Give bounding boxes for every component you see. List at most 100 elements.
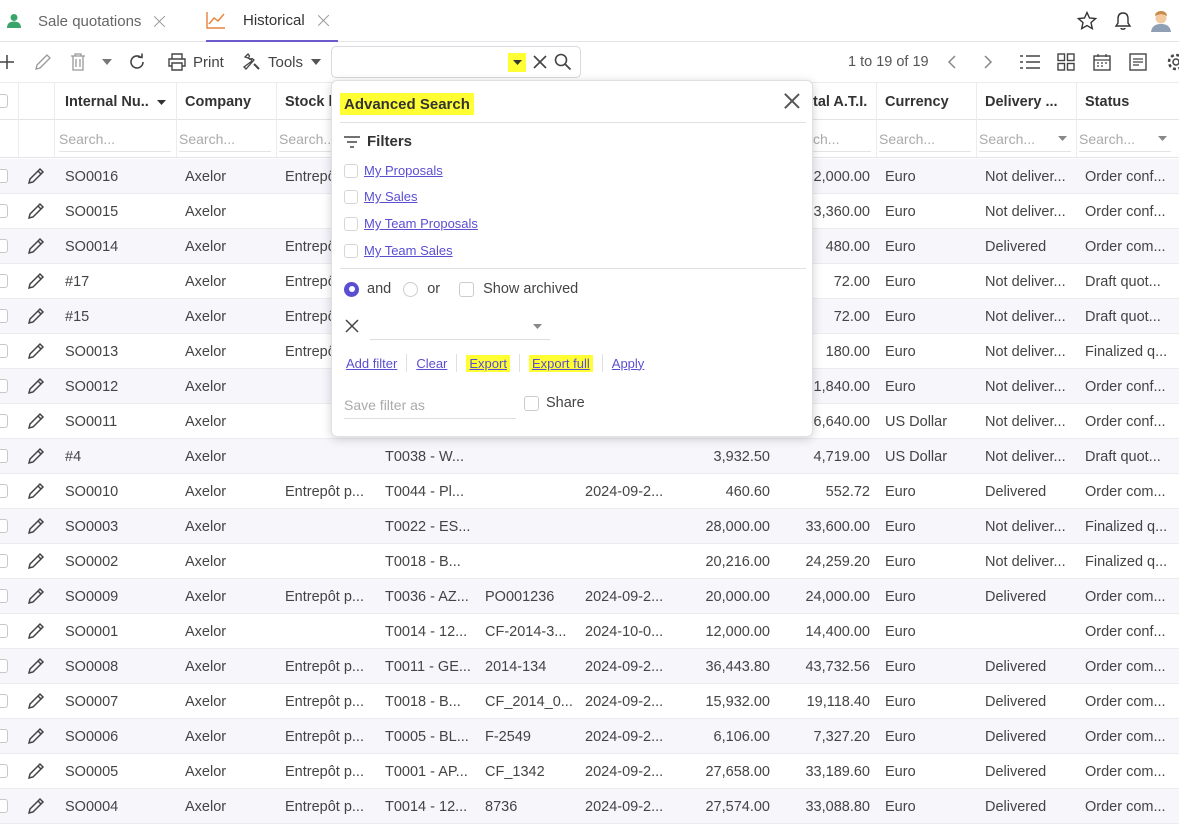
filter-internal-number-input[interactable]: Search...: [59, 126, 171, 152]
edit-pencil-icon[interactable]: [26, 656, 46, 676]
or-radio[interactable]: [403, 281, 419, 297]
checkbox[interactable]: [344, 163, 358, 178]
filter-total-ati-input[interactable]: ch...: [813, 126, 871, 152]
row-checkbox[interactable]: [0, 169, 8, 183]
column-delivery-state[interactable]: Delivery ...: [985, 94, 1058, 110]
search-icon[interactable]: [554, 53, 572, 71]
table-row[interactable]: SO0006 Axelor Entrepôt p... T0005 - BL... F-…: [0, 719, 1179, 754]
edit-button[interactable]: [34, 42, 52, 82]
row-checkbox[interactable]: [0, 659, 8, 673]
table-row[interactable]: #4 Axelor T0038 - W... 3,932.50 4,719.00 US D…: [0, 439, 1179, 474]
table-row[interactable]: SO0013 Axelor Entrepô 180.00 Euro Not deliver…: [0, 334, 1179, 369]
row-checkbox[interactable]: [0, 239, 8, 253]
filter-my-team-proposals[interactable]: My Team Proposals: [344, 216, 478, 231]
edit-pencil-icon[interactable]: [26, 201, 46, 221]
row-checkbox[interactable]: [0, 519, 8, 533]
filter-stock-input[interactable]: Search...: [279, 126, 331, 152]
edit-pencil-icon[interactable]: [26, 516, 46, 536]
add-filter-link[interactable]: Add filter: [346, 355, 398, 371]
add-button[interactable]: [0, 42, 14, 82]
filter-link[interactable]: My Team Proposals: [364, 216, 478, 231]
filter-company-input[interactable]: Search...: [179, 126, 271, 152]
filter-delivery-select[interactable]: Search...: [979, 126, 1071, 152]
table-row[interactable]: SO0011 Axelor 56,640.00 US Dollar Not delive…: [0, 404, 1179, 439]
edit-pencil-icon[interactable]: [26, 726, 46, 746]
row-checkbox[interactable]: [0, 729, 8, 743]
row-checkbox[interactable]: [0, 204, 8, 218]
row-checkbox[interactable]: [0, 764, 8, 778]
row-checkbox[interactable]: [0, 694, 8, 708]
row-checkbox[interactable]: [0, 624, 8, 638]
filter-my-sales[interactable]: My Sales: [344, 189, 417, 204]
table-row[interactable]: SO0007 Axelor Entrepôt p... T0018 - B... CF_…: [0, 684, 1179, 719]
edit-pencil-icon[interactable]: [26, 166, 46, 186]
edit-pencil-icon[interactable]: [26, 306, 46, 326]
edit-pencil-icon[interactable]: [26, 796, 46, 816]
edit-pencil-icon[interactable]: [26, 411, 46, 431]
row-checkbox[interactable]: [0, 414, 8, 428]
column-company[interactable]: Company: [185, 94, 252, 110]
grid-view-icon[interactable]: [1057, 53, 1075, 71]
print-button[interactable]: Print: [167, 42, 224, 82]
table-row[interactable]: SO0010 Axelor Entrepôt p... T0044 - Pl... 20…: [0, 474, 1179, 509]
filter-status-select[interactable]: Search...: [1079, 126, 1171, 152]
close-icon[interactable]: [784, 93, 800, 109]
row-checkbox[interactable]: [0, 379, 8, 393]
column-total-ati[interactable]: tal A.T.I.: [813, 94, 868, 110]
edit-pencil-icon[interactable]: [26, 481, 46, 501]
edit-pencil-icon[interactable]: [26, 586, 46, 606]
tools-button[interactable]: Tools: [242, 42, 322, 82]
row-checkbox[interactable]: [0, 449, 8, 463]
edit-pencil-icon[interactable]: [26, 691, 46, 711]
calendar-icon[interactable]: [1093, 53, 1111, 71]
edit-pencil-icon[interactable]: [26, 271, 46, 291]
export-full-link[interactable]: Export full: [528, 354, 593, 372]
checkbox[interactable]: [344, 216, 358, 231]
row-checkbox[interactable]: [0, 484, 8, 498]
chevron-left-icon[interactable]: [947, 55, 957, 69]
clear-link[interactable]: Clear: [416, 355, 448, 371]
row-checkbox[interactable]: [0, 274, 8, 288]
settings-gear-icon[interactable]: [1166, 52, 1179, 72]
list-view-icon[interactable]: [1020, 54, 1040, 70]
checkbox[interactable]: [344, 189, 358, 204]
delete-options-dropdown[interactable]: [102, 42, 112, 82]
filter-link[interactable]: My Sales: [364, 189, 418, 204]
table-row[interactable]: SO0004 Axelor Entrepôt p... T0014 - 12... 87…: [0, 789, 1179, 824]
show-archived-checkbox[interactable]: [459, 281, 475, 297]
table-row[interactable]: SO0003 Axelor T0022 - ES... 28,000.00 33,600…: [0, 509, 1179, 544]
bell-icon[interactable]: [1114, 11, 1132, 31]
share-checkbox[interactable]: [524, 396, 539, 411]
column-status[interactable]: Status: [1085, 94, 1130, 110]
remove-criterion-icon[interactable]: [345, 319, 359, 333]
row-checkbox[interactable]: [0, 554, 8, 568]
row-checkbox[interactable]: [0, 799, 8, 813]
tab-historical[interactable]: Historical: [206, 0, 338, 42]
delete-button[interactable]: [70, 42, 86, 82]
edit-pencil-icon[interactable]: [26, 761, 46, 781]
table-row[interactable]: SO0001 Axelor T0014 - 12... CF-2014-3... 202…: [0, 614, 1179, 649]
star-icon[interactable]: [1077, 11, 1097, 31]
export-link[interactable]: Export: [466, 354, 510, 372]
filter-link[interactable]: My Team Sales: [364, 243, 453, 258]
row-checkbox[interactable]: [0, 589, 8, 603]
close-icon[interactable]: [153, 15, 166, 28]
form-view-icon[interactable]: [1129, 53, 1147, 71]
row-checkbox[interactable]: [0, 344, 8, 358]
clear-search-icon[interactable]: [533, 55, 547, 69]
and-radio[interactable]: [344, 281, 359, 297]
chevron-right-icon[interactable]: [983, 55, 993, 69]
refresh-button[interactable]: [128, 42, 146, 82]
filter-my-proposals[interactable]: My Proposals: [344, 163, 443, 178]
save-filter-input[interactable]: Save filter as: [344, 391, 516, 419]
table-row[interactable]: SO0005 Axelor Entrepôt p... T0001 - AP... CF…: [0, 754, 1179, 789]
column-stock-location[interactable]: Stock l: [285, 94, 331, 110]
row-checkbox[interactable]: [0, 309, 8, 323]
table-row[interactable]: SO0002 Axelor T0018 - B... 20,216.00 24,259.…: [0, 544, 1179, 579]
avatar-icon[interactable]: [1149, 9, 1173, 33]
edit-pencil-icon[interactable]: [26, 621, 46, 641]
select-all-checkbox[interactable]: [0, 94, 8, 108]
tab-sale-quotations[interactable]: Sale quotations: [6, 0, 166, 42]
column-currency[interactable]: Currency: [885, 94, 949, 110]
filter-link[interactable]: My Proposals: [364, 163, 443, 178]
